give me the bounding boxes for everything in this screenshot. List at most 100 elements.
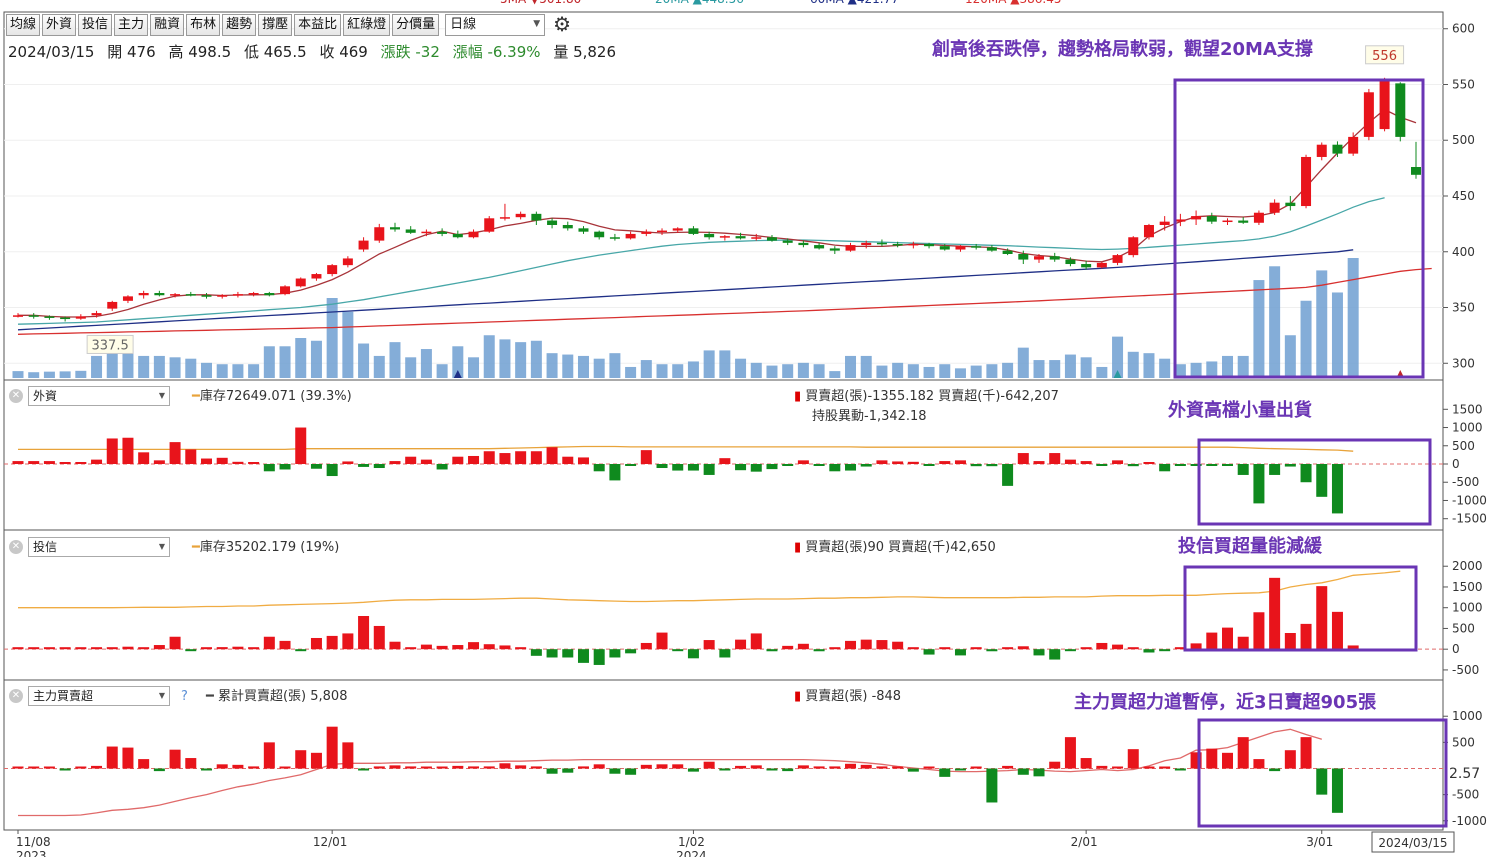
close-icon[interactable]: ✕ [9,389,23,403]
net-bar [342,461,354,464]
volume-bar [389,342,401,378]
close-icon[interactable]: ✕ [9,540,23,554]
volume-bar [1127,351,1139,378]
net-bar [1253,464,1265,504]
candle-body [547,220,558,225]
candle-body [971,246,982,248]
net-bar [310,752,322,769]
x-tick-label: 1/02 [678,835,705,849]
foreign-panel-select[interactable]: 外資 ▼ [28,386,170,406]
trust-stock-text: 庫存35202.179 (19%) [199,540,340,555]
net-bar [1331,768,1343,813]
candle-body [327,265,338,275]
volume-bar [468,357,480,378]
net-bar [232,646,244,650]
candle-body [578,228,589,232]
bollinger-button[interactable]: 布林 [186,14,221,36]
net-bar [1143,462,1155,464]
foreign-button[interactable]: 外資 [42,14,77,36]
volume-bar [970,365,982,378]
volume-bar [28,372,40,378]
ma60-line [17,249,1354,331]
net-bar [1033,461,1045,464]
pe-ratio-button[interactable]: 本益比 [294,14,342,36]
net-bar [813,464,825,466]
net-bar [986,768,998,803]
price-volume-button[interactable]: 分價量 [392,14,440,36]
net-bar [1174,647,1186,650]
net-bar [452,645,464,650]
candle-body [201,295,212,297]
net-bar [1112,644,1124,650]
chevron-down-icon: ▼ [158,691,165,700]
trust-button[interactable]: 投信 [78,14,113,36]
volume-bar [703,350,715,378]
support-resistance-button[interactable]: 撐壓 [258,14,293,36]
ma-button[interactable]: 均線 [6,14,41,36]
net-bar [91,765,103,769]
volume-bar [185,358,197,378]
volume-bar [1064,354,1076,378]
foreign-change-text: 持股異動-1,342.18 [812,409,927,424]
net-bar [656,632,668,650]
net-bar [970,647,982,650]
margin-button[interactable]: 融資 [150,14,185,36]
main-force-button[interactable]: 主力 [114,14,149,36]
net-bar [342,633,354,650]
candle-body [1206,216,1217,222]
net-bar [813,649,825,652]
net-bar [1253,759,1265,769]
net-bar [436,464,448,470]
main-annotation: 創高後吞跌停，趨勢格局軟弱，觀望20MA支撐 [932,39,1313,60]
highlight-box [1183,565,1418,652]
period-select-value: 日線 [450,17,477,32]
volume-bar [420,349,432,378]
help-icon[interactable]: ? [181,689,188,704]
close-icon[interactable]: ✕ [9,689,23,703]
period-select[interactable]: 日線 ▼ [445,14,546,36]
net-bar [122,747,134,769]
net-bar [1127,749,1139,769]
net-bar [735,765,747,769]
trend-button[interactable]: 趨勢 [222,14,257,36]
volume-bar [405,357,417,378]
highlight-box [1197,438,1432,526]
net-bar [593,649,605,665]
net-bar [263,636,275,650]
traffic-light-button[interactable]: 紅綠燈 [343,14,391,36]
candle-body [1363,92,1374,137]
candle-body [1285,202,1296,207]
net-bar [923,464,935,466]
net-bar [1206,748,1218,769]
candle-body [280,286,291,295]
net-bar [59,462,71,464]
bar-legend-icon: ▮ [794,389,802,404]
candle-body [1379,80,1390,130]
ohlc-info-bar: 2024/03/15 開 476 高 498.5 低 465.5 收 469 漲… [8,41,624,62]
net-bar [122,646,134,650]
net-bar [169,636,181,650]
net-bar [1316,586,1328,650]
bar-legend-icon: ▮ [794,540,802,555]
volume-bar [279,346,291,378]
candle-body [1018,253,1029,260]
net-bar [75,766,87,769]
main-force-net-text: 買賣超(張) -848 [805,689,902,704]
main-force-panel-select[interactable]: 主力買賣超 ▼ [28,686,170,706]
gear-icon[interactable]: ⚙ [553,12,572,36]
net-bar [1112,766,1124,769]
trust-panel-select[interactable]: 投信 ▼ [28,537,170,557]
price-tick-label: 500 [1452,133,1475,147]
net-bar [1096,642,1108,650]
net-bar [373,766,385,769]
net-bar [248,647,260,650]
candle-body [389,227,400,230]
net-bar [530,766,542,769]
net-bar [373,464,385,469]
net-bar [1331,464,1343,514]
net-bar [1017,768,1029,775]
sub-tick-label: -500 [1452,475,1479,489]
net-bar [153,460,165,464]
highlight-box [1197,718,1448,828]
volume-bar [845,355,857,378]
